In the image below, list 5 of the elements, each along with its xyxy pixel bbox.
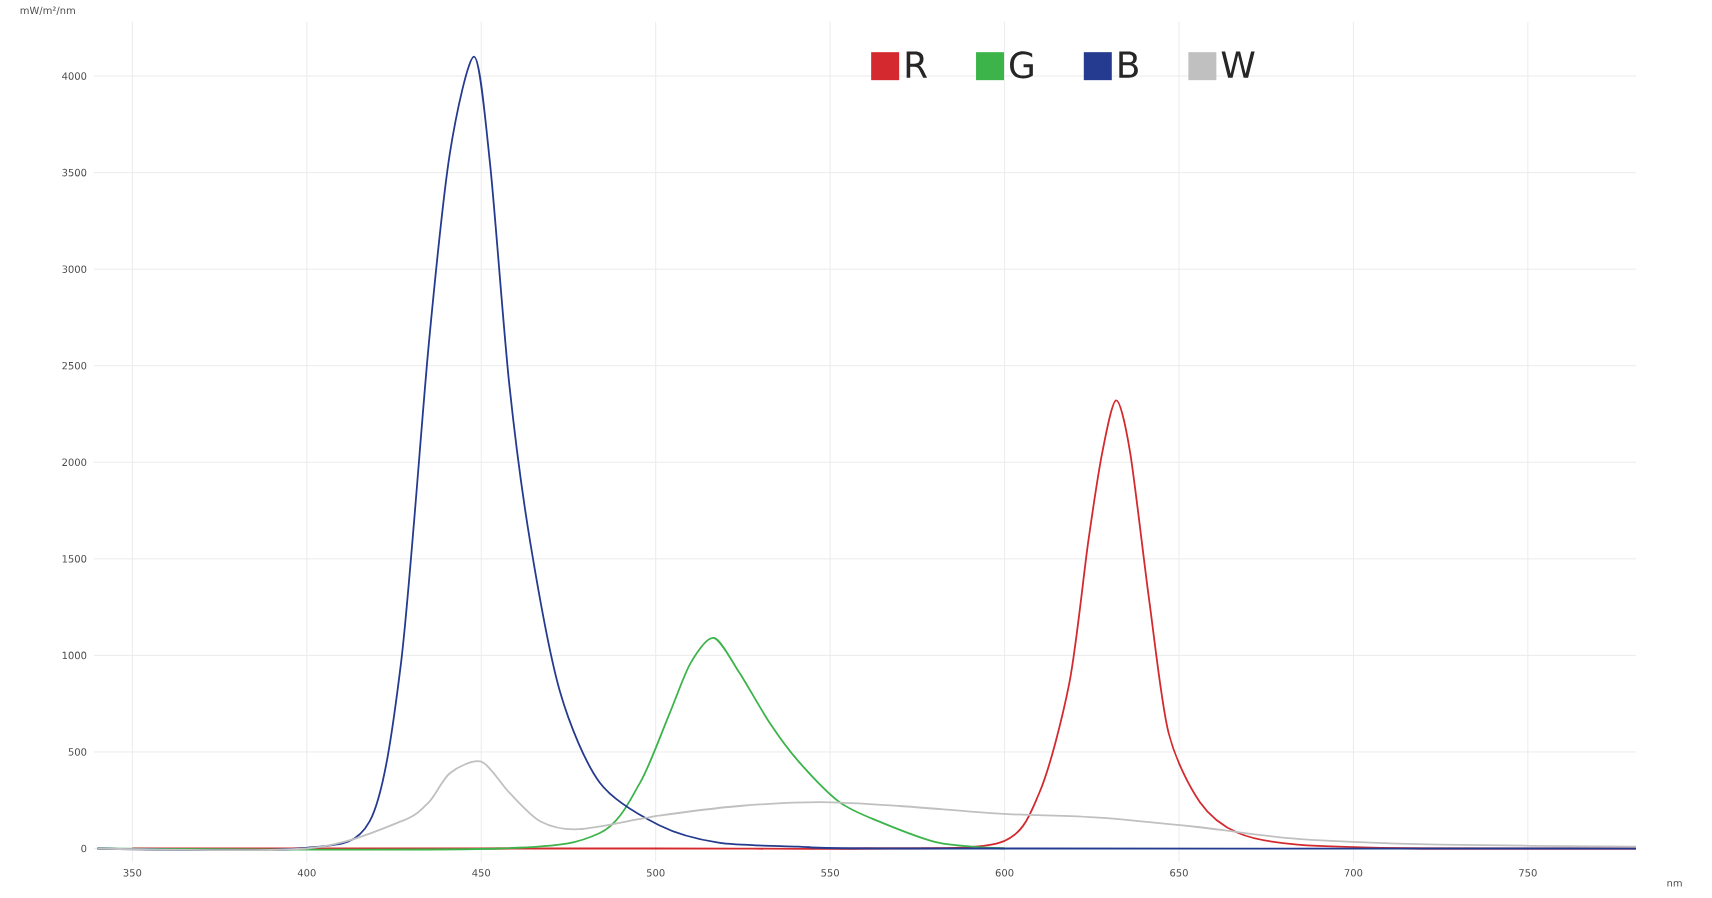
legend-label: W: [1221, 51, 1255, 78]
legend-label: R: [906, 51, 928, 78]
legend-label: G: [1010, 51, 1033, 79]
legend-label: B: [1119, 51, 1138, 78]
line-series: [96, 760, 1637, 852]
